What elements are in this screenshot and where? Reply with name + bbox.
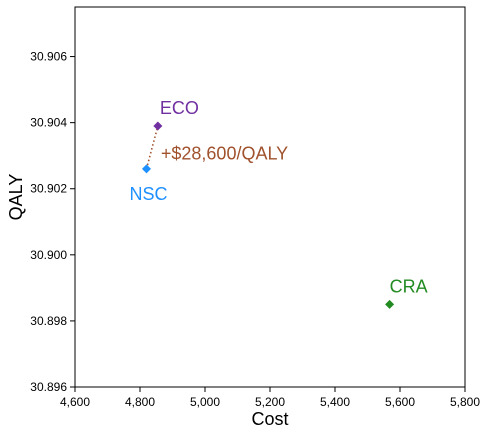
- y-tick-label: 30.904: [30, 116, 67, 130]
- data-points: NSC ECO CRA: [129, 98, 428, 309]
- x-tick-label: 5,800: [450, 395, 480, 409]
- icer-annotation: +$28,600/QALY: [161, 143, 288, 163]
- icer-connector-line: [145, 125, 159, 170]
- x-axis-ticks: 4,600 4,800 5,000 5,200 5,400 5,600 5,800: [60, 387, 480, 409]
- y-tick-label: 30.902: [30, 182, 67, 196]
- x-tick-label: 5,400: [320, 395, 350, 409]
- point-nsc: [142, 164, 151, 174]
- y-tick-label: 30.906: [30, 50, 67, 64]
- x-tick-label: 5,200: [255, 395, 285, 409]
- y-axis-ticks: 30.896 30.898 30.900 30.902 30.904 30.906: [30, 50, 75, 394]
- point-cra: [385, 299, 395, 309]
- point-label-nsc: NSC: [129, 184, 167, 204]
- point-label-eco: ECO: [160, 98, 199, 118]
- annotations: +$28,600/QALY: [145, 125, 288, 170]
- x-tick-label: 4,800: [125, 395, 155, 409]
- y-tick-label: 30.898: [30, 314, 67, 328]
- x-tick-label: 5,000: [190, 395, 220, 409]
- point-label-cra: CRA: [390, 276, 428, 296]
- x-tick-label: 5,600: [385, 395, 415, 409]
- x-axis-title: Cost: [251, 409, 288, 429]
- y-tick-label: 30.900: [30, 248, 67, 262]
- y-axis-title: QALY: [6, 174, 26, 221]
- y-tick-label: 30.896: [30, 380, 67, 394]
- point-eco: [153, 121, 163, 131]
- x-tick-label: 4,600: [60, 395, 90, 409]
